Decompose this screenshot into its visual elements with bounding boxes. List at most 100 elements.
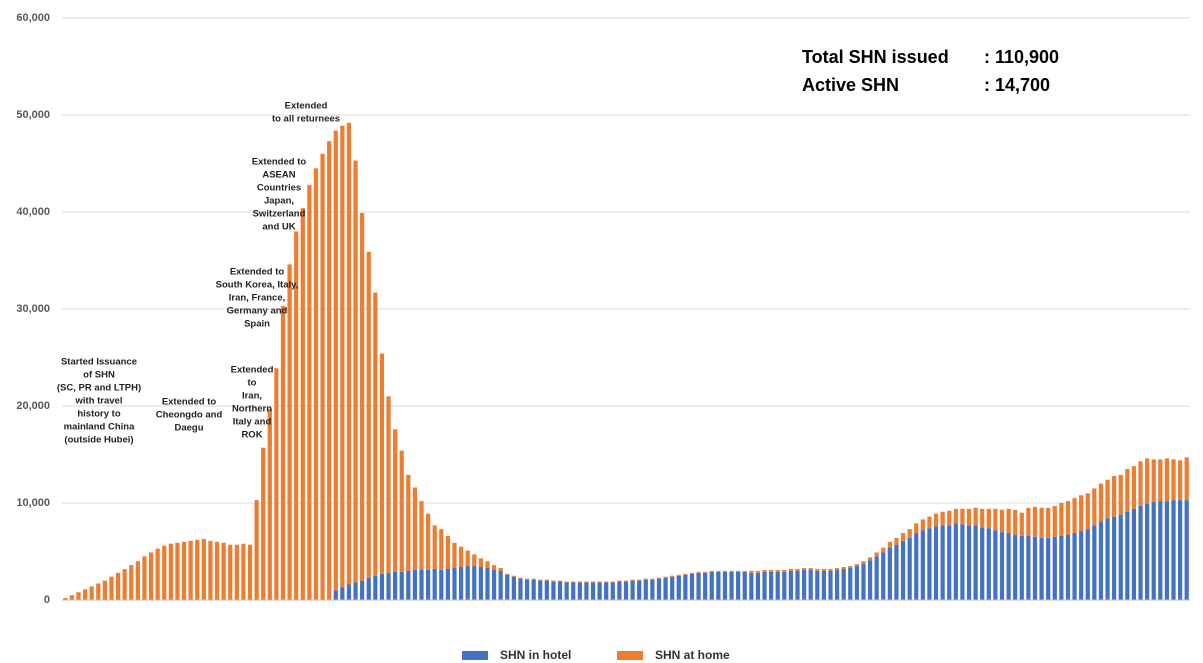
bar-segment [399,571,404,600]
bar-segment [465,550,470,567]
bar-segment [208,540,213,600]
bar-segment [571,582,576,600]
bar-segment [1085,529,1090,600]
bar-segment [491,569,497,600]
bar-segment [861,564,866,600]
bar-segment [327,141,332,600]
y-tick-label: 0 [44,594,50,606]
bar-segment [973,525,978,600]
legend-swatch [617,651,643,660]
bar-segment [696,571,701,573]
bar-segment [353,160,358,583]
bar-segment [874,556,879,600]
bar-segment [808,569,813,600]
bar-segment [1118,474,1123,515]
bar-segment [1145,503,1150,600]
bar-segment [287,264,292,600]
annotation: Extended [285,101,328,112]
bar-segment [142,556,147,600]
bar-segment [333,130,338,591]
bar-segment [214,541,220,600]
bar-segment [927,516,932,529]
bar-segment [1052,536,1057,600]
bar-segment [234,544,239,600]
bar-segment [801,569,807,600]
bar-segment [920,519,925,531]
bar-segment [478,567,483,600]
bar-segment [1112,516,1117,600]
bar-segment [379,353,385,574]
bar-segment [135,561,140,600]
bar-segment [425,513,431,570]
bar-segment [993,508,998,531]
bar-segment [472,554,477,567]
bar-segment [630,580,635,600]
bar-segment [953,508,958,524]
bar-segment [1145,458,1150,504]
bar-segment [980,508,985,528]
y-tick-label: 60,000 [16,12,50,24]
bar-segment [505,574,510,600]
bar-segment [406,570,411,600]
bar-segment [834,567,840,570]
bar-segment [1171,500,1176,600]
bar-segment [1184,457,1189,501]
bar-segment [412,487,418,570]
annotation: Started Issuance [61,357,137,368]
annotation: mainland China [64,422,135,433]
bar-segment [340,587,345,600]
bar-segment [1118,514,1123,600]
bar-segment [1079,495,1084,532]
bar-segment [373,575,378,600]
bar-segment [610,581,615,583]
bar-segment [419,501,424,570]
bar-segment [980,527,985,600]
bar-segment [986,508,991,529]
bar-segment [181,541,187,600]
bar-segment [241,543,246,600]
bar-segment [346,122,352,585]
bar-segment [841,568,846,600]
y-tick-label: 40,000 [16,206,50,218]
bar-segment [966,525,972,600]
bar-segment [498,567,503,571]
bar-segment [656,578,662,600]
bar-segment [663,576,668,578]
bar-segment [458,546,464,568]
bar-segment [676,574,681,576]
bar-segment [564,581,569,583]
bar-segment [821,570,827,600]
annotation: ASEAN [262,170,295,181]
bar-segment [538,579,543,581]
y-tick-label: 10,000 [16,497,50,509]
annotation: Japan, [264,196,294,207]
bar-segment [966,508,972,526]
bar-segment [393,571,398,600]
bar-segment [557,581,563,600]
bar-segment [769,571,774,600]
bar-segment [867,560,873,600]
bar-segment [1019,512,1024,536]
bar-segment [102,580,107,600]
bar-segment [1052,505,1057,537]
bar-segment [96,583,101,600]
bar-segment [762,571,767,600]
bar-segment [346,584,352,600]
bar-segment [360,212,365,581]
annotation: Extended to [162,397,217,408]
bar-segment [1151,502,1156,600]
bar-segment [485,567,490,600]
annotation: Northern [232,404,272,415]
bar-segment [623,581,629,600]
bar-segment [656,577,662,579]
bar-segment [1125,511,1130,600]
bar-segment [874,552,879,557]
bar-segment [637,580,642,600]
summary-label: Active SHN [802,75,899,95]
bar-segment [920,530,925,600]
bar-segment [518,578,523,600]
bar-segment [1026,535,1031,600]
bar-segment [432,525,437,569]
bar-segment [1065,501,1071,536]
annotation: and UK [262,222,295,233]
